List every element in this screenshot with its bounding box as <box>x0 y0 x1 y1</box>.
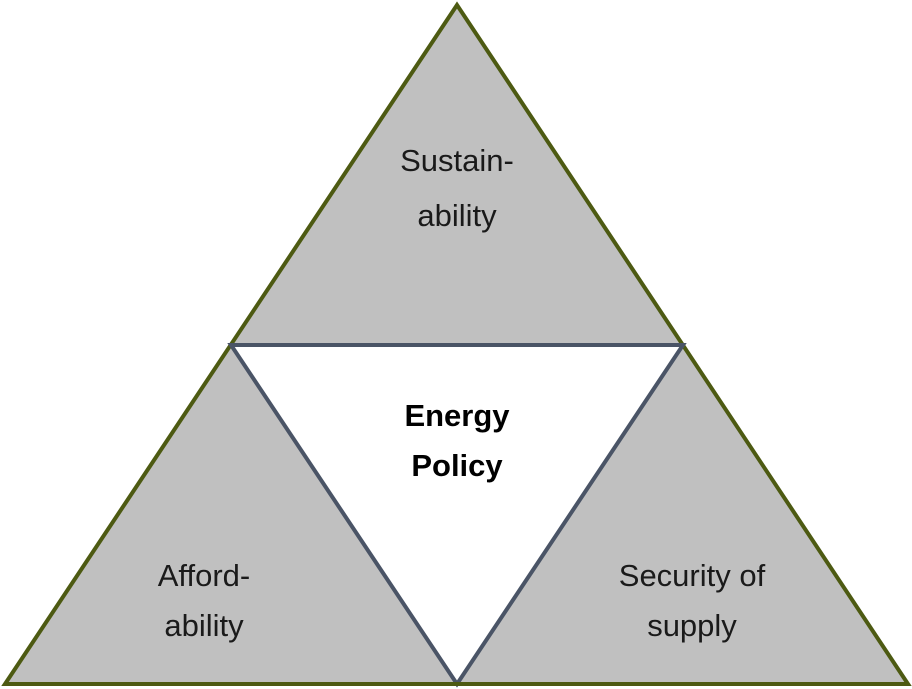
center-label: Energy <box>404 398 510 433</box>
node-label: Afford- <box>158 558 250 593</box>
node-label: supply <box>647 608 737 643</box>
node-label: Sustain- <box>400 143 514 178</box>
node-label: ability <box>164 608 244 643</box>
node-label: Security of <box>619 558 766 593</box>
center-label: Policy <box>411 448 503 483</box>
center-triangle <box>227 343 687 688</box>
node-label: ability <box>417 198 497 233</box>
